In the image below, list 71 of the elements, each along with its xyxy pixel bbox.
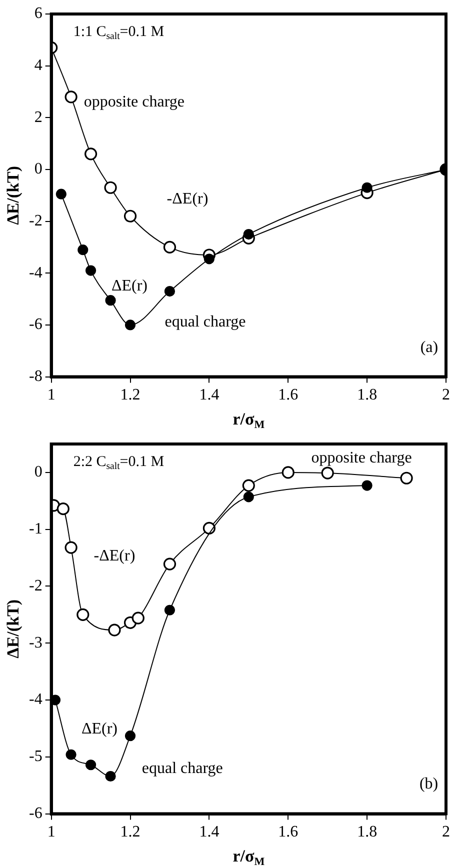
y-tick-label: 2 [34,108,42,126]
annotation: equal charge [142,760,223,777]
x-tick-label: 1.6 [278,824,298,841]
y-tick-label: -4 [29,691,42,708]
x-tick-label: 2 [442,386,450,404]
point [242,479,255,492]
y-tick-label: -8 [29,368,42,386]
point [104,181,117,194]
point [243,492,254,502]
annotation: -ΔE(r) [94,547,136,564]
point [78,244,88,256]
x-tick-label: 1.2 [120,824,140,841]
point [202,522,216,534]
y-tick-label: -1 [29,520,42,538]
y-axis-title: ΔE/(kT) [3,599,22,658]
x-tick-label: 1.2 [120,386,140,404]
point [64,90,78,104]
y-tick-label: -2 [29,577,42,594]
y-tick-label: 0 [34,464,42,481]
point [105,295,116,306]
x-tick-label: 1 [47,824,56,841]
point [105,770,116,782]
point [124,320,136,330]
x-tick-label: 1.4 [199,824,220,841]
point [85,760,96,770]
point [164,286,176,297]
point [66,749,76,760]
x-tick-label: 1.4 [199,386,220,404]
point [243,228,254,240]
y-tick-label: 0 [34,160,42,178]
point [400,472,413,484]
y-axis-title: ΔE/(kT) [3,166,22,225]
x-tick-label: 1 [47,386,56,404]
y-tick-label: -5 [29,748,42,766]
annotation: ΔE(r) [81,720,118,738]
y-tick-label: 4 [34,57,42,74]
point [204,254,214,264]
annotation: equal charge [164,314,246,331]
point [108,624,121,636]
point [164,604,176,616]
x-tick-label: 1.6 [278,386,298,404]
annotation: opposite charge [84,93,184,110]
y-tick-label: -3 [29,634,42,652]
point [124,730,136,742]
x-tick-label: 1.8 [357,386,378,404]
point [56,188,66,200]
point [56,502,70,516]
point [132,612,144,624]
y-tick-label: 6 [34,5,42,22]
x-tick-label: 2 [442,824,450,841]
annotation: opposite charge [311,449,412,466]
point [362,480,372,491]
point [163,558,176,570]
point [321,466,334,480]
annotation: (b) [419,775,438,792]
y-tick-label: -2 [29,212,42,230]
point [85,265,96,276]
annotation: (a) [420,338,438,356]
point [163,240,176,254]
point [362,182,372,193]
y-tick-label: -4 [29,264,42,282]
point [76,608,90,621]
y-tick-label: -6 [29,316,42,334]
x-tick-label: 1.8 [357,824,378,841]
point [84,148,98,160]
point [124,210,137,222]
point [64,541,78,554]
annotation: -ΔE(r) [166,190,208,208]
annotation: ΔE(r) [111,277,148,294]
y-tick-label: -6 [29,805,42,822]
point [282,466,294,479]
